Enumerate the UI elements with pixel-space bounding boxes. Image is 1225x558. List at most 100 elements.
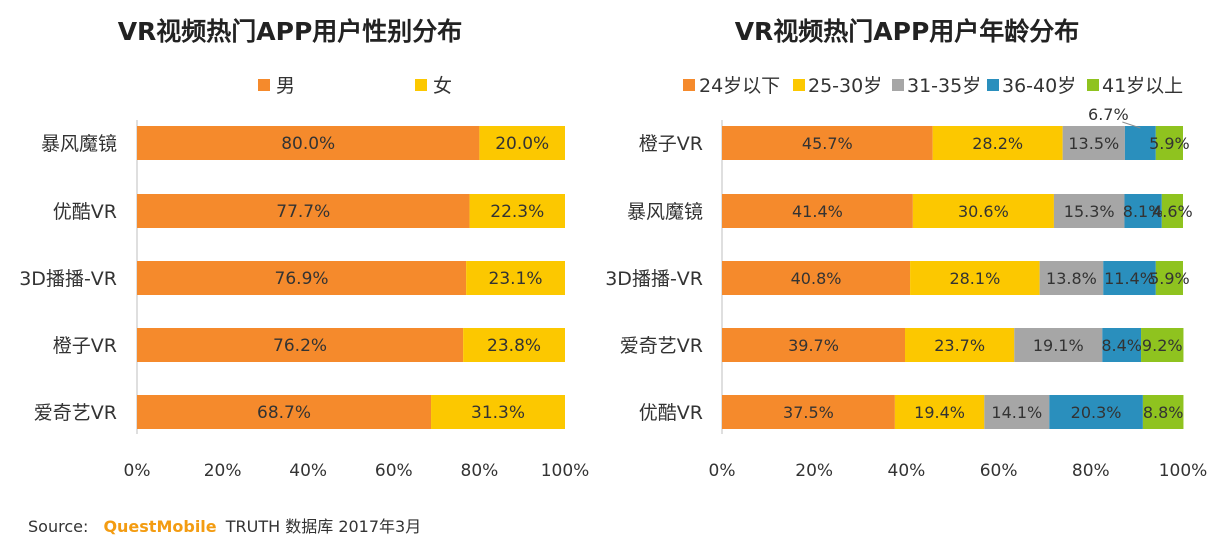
chart2-category-label: 优酷VR [639,402,703,424]
chart1-data-label: 22.3% [490,202,544,222]
source-rest: TRUTH 数据库 2017年3月 [225,517,422,536]
chart1-data-label: 31.3% [471,403,525,423]
chart2-legend-swatch-3 [892,79,904,91]
source-brand: QuestMobile [103,517,217,536]
chart1-legend-label-1: 男 [276,75,295,97]
chart2-legend-label-4: 36-40岁 [1002,75,1076,97]
chart1-x-tick-label: 20% [204,461,242,481]
chart2-bar-24-1 [722,126,933,160]
chart2-x-tick-label: 80% [1072,461,1110,481]
chart2-x-tick-label: 100% [1159,461,1208,481]
chart1-bar-item-4 [137,328,464,362]
chart1-x-tick-label: 0% [124,461,151,481]
chart1-bar-item-4 [463,328,565,362]
chart2-bar-25-30-4 [905,328,1015,362]
chart1-title: VR视频热门APP用户性别分布 [118,17,463,46]
chart2-bar-25-30-5 [894,395,985,429]
chart1-data-label: 77.7% [276,202,330,222]
chart2-bar-24-5 [722,395,895,429]
chart2-bar-36-40-5 [1049,395,1143,429]
chart2-bar-36-40-2 [1124,194,1162,228]
chart1-data-label: 23.8% [487,336,541,356]
chart2-title: VR视频热门APP用户年龄分布 [735,17,1080,46]
chart1-category-label: 优酷VR [53,201,117,223]
chart2-x-tick-label: 20% [795,461,833,481]
chart1-bar-item-3 [137,261,467,295]
chart2-data-label: 5.9% [1149,269,1190,288]
chart2-data-label: 30.6% [958,202,1009,221]
chart2-bar-31-35-2 [1053,194,1125,228]
chart2-legend-swatch-5 [1087,79,1099,91]
chart2-x-tick-label: 40% [888,461,926,481]
chart2-bar-24-4 [722,328,906,362]
chart2-data-label: 45.7% [802,134,853,153]
chart2-category-label: 3D播播-VR [605,268,703,290]
chart2-data-label: 15.3% [1064,202,1115,221]
chart1-bar-item-2 [137,194,470,228]
chart2-data-label: 19.1% [1033,336,1084,355]
chart1-x-tick-label: 80% [461,461,499,481]
chart2-bar-31-35-1 [1062,126,1125,160]
chart2-bar-41-5 [1142,395,1184,429]
chart2-data-label: 20.3% [1071,403,1122,422]
chart1-data-label: 68.7% [257,403,311,423]
chart2-bar-36-40-3 [1103,261,1156,295]
chart1-bar-item-1 [137,126,480,160]
chart2-bar-31-35-5 [984,395,1050,429]
chart2-bar-25-30-2 [912,194,1054,228]
chart2-bar-41-3 [1155,261,1183,295]
chart2-data-label: 40.8% [791,269,842,288]
chart2-data-label: 14.1% [991,403,1042,422]
chart2-data-label: 13.8% [1046,269,1097,288]
chart1-category-label: 3D播播-VR [19,268,117,290]
chart2-data-label: 8.1% [1123,202,1164,221]
chart1-category-label: 橙子VR [53,335,117,357]
chart1-data-label: 76.2% [273,336,327,356]
chart2-bar-41-1 [1155,126,1183,160]
chart2-data-label: 8.8% [1143,403,1184,422]
chart2-callout-label: 6.7% [1088,105,1129,124]
chart1-data-label: 23.1% [489,269,543,289]
source-note: Source: QuestMobile TRUTH 数据库 2017年3月 [28,513,421,537]
chart1-legend-swatch-1 [258,79,270,91]
chart1-bar-item-5 [137,395,432,429]
chart2-x-tick-label: 0% [709,461,736,481]
chart2-legend-label-2: 25-30岁 [808,75,882,97]
chart1-legend-label-2: 女 [433,75,452,97]
chart1-data-label: 80.0% [281,134,335,154]
chart2-legend-swatch-1 [683,79,695,91]
chart2-bar-36-40-1 [1124,126,1156,160]
chart2-legend-label-5: 41岁以上 [1102,75,1183,97]
chart1-data-label: 76.9% [275,269,329,289]
chart2-data-label: 28.2% [972,134,1023,153]
chart2-data-label: 9.2% [1142,336,1183,355]
chart2-data-label: 8.4% [1101,336,1142,355]
chart2-bar-25-30-3 [910,261,1040,295]
chart2-data-label: 19.4% [914,403,965,422]
chart2-legend-swatch-4 [987,79,999,91]
chart2-legend-swatch-2 [793,79,805,91]
chart1-data-label: 20.0% [495,134,549,154]
source-prefix: Source: [28,517,89,536]
chart1-bar-item-3 [466,261,565,295]
chart2-category-label: 橙子VR [639,133,703,155]
chart1-bar-item-1 [479,126,565,160]
chart1-bar-item-2 [469,194,565,228]
chart2-bar-24-3 [722,261,911,295]
chart2-bar-41-2 [1161,194,1183,228]
chart2-category-label: 爱奇艺VR [620,335,703,357]
chart2-data-label: 39.7% [788,336,839,355]
chart1-x-tick-label: 100% [541,461,590,481]
chart2-data-label: 41.4% [792,202,843,221]
chart2-bar-36-40-4 [1102,328,1142,362]
chart2-data-label: 13.5% [1068,134,1119,153]
chart1-x-tick-label: 60% [375,461,413,481]
chart2-legend-label-1: 24岁以下 [699,75,780,97]
chart2-data-label: 4.6% [1152,202,1193,221]
chart2-data-label: 23.7% [934,336,985,355]
chart2-x-tick-label: 60% [980,461,1018,481]
chart2-bar-31-35-4 [1014,328,1103,362]
chart2-category-label: 暴风魔镜 [627,201,703,223]
chart2-data-label: 37.5% [783,403,834,422]
